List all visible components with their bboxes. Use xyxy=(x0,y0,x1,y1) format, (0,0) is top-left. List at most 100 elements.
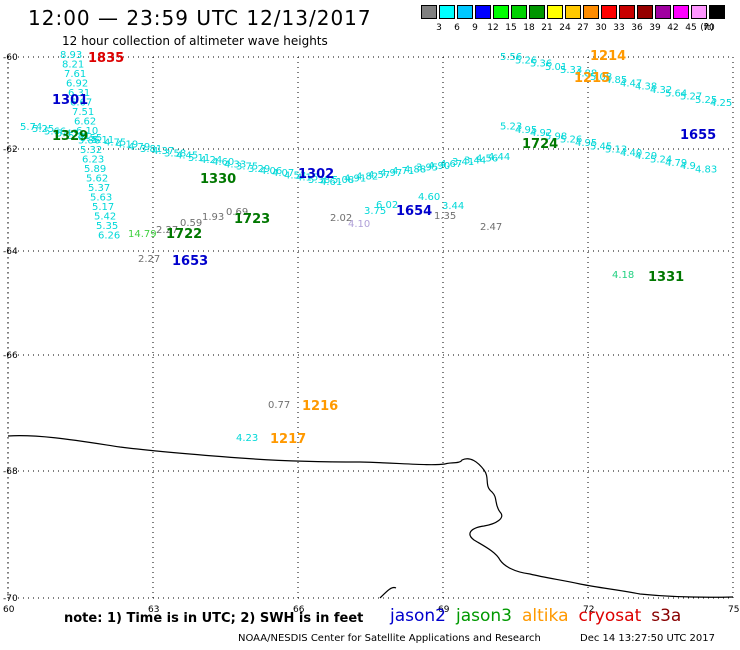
wave-height-value: 4.07 xyxy=(272,168,294,179)
wave-height-value: 3.95 xyxy=(416,163,438,174)
wave-height-value: 5.33 xyxy=(560,65,582,76)
wave-height-value: 4.18 xyxy=(612,270,634,281)
wave-height-value: 4.71 xyxy=(392,166,414,177)
wave-height-value: 6.02 xyxy=(376,200,398,211)
wave-height-value: 5.37 xyxy=(88,183,110,194)
wave-height-value: 4.9 xyxy=(680,161,696,172)
scale-label: 9 xyxy=(472,23,478,33)
wave-height-value: 6.62 xyxy=(74,117,96,128)
wave-height-value: 5.42 xyxy=(94,212,116,223)
wave-height-value: 0.77 xyxy=(268,400,290,411)
wave-height-value: 5.17 xyxy=(92,202,114,213)
wave-height-value: 5.62 xyxy=(86,174,108,185)
scale-label: 30 xyxy=(595,23,607,33)
wave-height-value: 3.58 xyxy=(164,148,186,159)
wave-height-value: 4.47 xyxy=(620,78,642,89)
wave-height-value: 5.64 xyxy=(665,88,687,99)
wave-height-value: 5.74 xyxy=(20,122,42,133)
scale-label: 24 xyxy=(559,23,571,33)
wave-height-value: 4.83 xyxy=(695,164,717,175)
scale-label: 3 xyxy=(436,23,442,33)
pass-time-label: 1723 xyxy=(234,212,270,227)
coastline xyxy=(7,435,734,599)
wave-height-value: 5.08 xyxy=(332,175,354,186)
pass-time-label: 1214 xyxy=(590,49,626,64)
wave-height-value: 4.88 xyxy=(575,69,597,80)
wave-height-value: 4.53 xyxy=(284,170,306,181)
legend-item-jason2: jason2 xyxy=(390,606,446,626)
scale-label: 15 xyxy=(505,23,517,33)
pass-time-labels: 1835 1301 1329 1330 1302 1723 1654 1722 1653 1214… xyxy=(52,49,716,447)
scale-swatch xyxy=(709,5,725,19)
wave-height-value: 5.36 xyxy=(530,59,552,70)
scale-swatch xyxy=(619,5,635,19)
wave-height-value: 6.10 xyxy=(76,126,98,137)
wave-height-value: 1.93 xyxy=(202,212,224,223)
scale-label: 12 xyxy=(487,23,499,33)
wave-height-value: 5.23 xyxy=(500,122,522,133)
wave-height-value: 5.86 xyxy=(78,136,100,147)
wave-height-value: 5.45 xyxy=(590,141,612,152)
wave-height-value: 7.61 xyxy=(64,69,86,80)
pass-time-label: 1653 xyxy=(172,254,208,269)
wave-height-value: 6.26 xyxy=(98,231,120,242)
wave-height-value: 4.60 xyxy=(212,157,234,168)
wave-height-value: 4.23 xyxy=(236,433,258,444)
legend-item-s3a: s3a xyxy=(651,606,682,626)
wave-height-value: 5.38 xyxy=(308,175,330,186)
pass-time-label: 1331 xyxy=(648,270,684,285)
wave-height-value: 4.19 xyxy=(116,140,138,151)
wave-height-value: 4.60 xyxy=(418,192,440,203)
scale-label: 18 xyxy=(523,23,535,33)
wave-height-value: 4.44 xyxy=(488,152,510,163)
wave-height-value: 4.15 xyxy=(296,173,318,184)
pass-time-label: 1724 xyxy=(522,137,558,152)
scale-swatch xyxy=(439,5,455,19)
wave-height-value: 4.25 xyxy=(710,98,732,109)
wave-height-value: 3.44 xyxy=(464,155,486,166)
scale-swatch xyxy=(457,5,473,19)
wave-height-value: 4.37 xyxy=(152,146,174,157)
wave-height-value: 4.95 xyxy=(515,125,537,136)
map-title: 12:00 — 23:59 UTC 12/13/2017 xyxy=(28,6,372,30)
wave-height-value: 3.75 xyxy=(236,162,258,173)
longitude-label: 63 xyxy=(148,605,159,615)
latitude-label: -62 xyxy=(3,145,18,155)
pass-time-label: 1215 xyxy=(574,71,610,86)
island-coastline xyxy=(379,586,397,599)
wave-height-value: 8.93 xyxy=(60,50,82,61)
wave-height-value: 5.27 xyxy=(680,92,702,103)
wave-height-value: 4.90 xyxy=(428,161,450,172)
scale-label: 45 xyxy=(685,23,697,33)
wave-height-value: 4.92 xyxy=(530,128,552,139)
scale-label: 36 xyxy=(631,23,643,33)
wave-height-value: 3.81 xyxy=(140,144,162,155)
wave-height-value: 8.21 xyxy=(62,60,84,71)
credit-line: NOAA/NESDIS Center for Satellite Applica… xyxy=(238,633,541,644)
wave-height-value: 4.45 xyxy=(176,151,198,162)
scale-swatch xyxy=(421,5,437,19)
scale-swatch xyxy=(673,5,689,19)
wave-height-value: 2.27 xyxy=(156,225,178,236)
map-frame xyxy=(7,56,734,599)
wave-height-value: 4.33 xyxy=(224,159,246,170)
wave-height-value: 5.11 xyxy=(188,153,210,164)
wave-height-value: 5.66 xyxy=(44,126,66,137)
wave-height-value: 0.69 xyxy=(226,207,248,218)
latitude-label: -64 xyxy=(3,247,18,257)
scale-swatch xyxy=(583,5,599,19)
wave-height-value: 5.11 xyxy=(92,135,114,146)
latitude-label: -68 xyxy=(3,467,18,477)
wave-height-value: 5.13 xyxy=(605,145,627,156)
wave-height-value: 2.02 xyxy=(330,213,352,224)
scale-label: 6 xyxy=(454,23,460,33)
wave-height-value: 14.79 xyxy=(128,229,157,240)
wave-height-value: 2.47 xyxy=(480,222,502,233)
wave-height-value: 3.41 xyxy=(452,157,474,168)
scale-swatch xyxy=(511,5,527,19)
wave-height-value: 3.75 xyxy=(364,206,386,217)
wave-height-value: 4.56 xyxy=(476,154,498,165)
wave-height-value: 5.89 xyxy=(84,164,106,175)
